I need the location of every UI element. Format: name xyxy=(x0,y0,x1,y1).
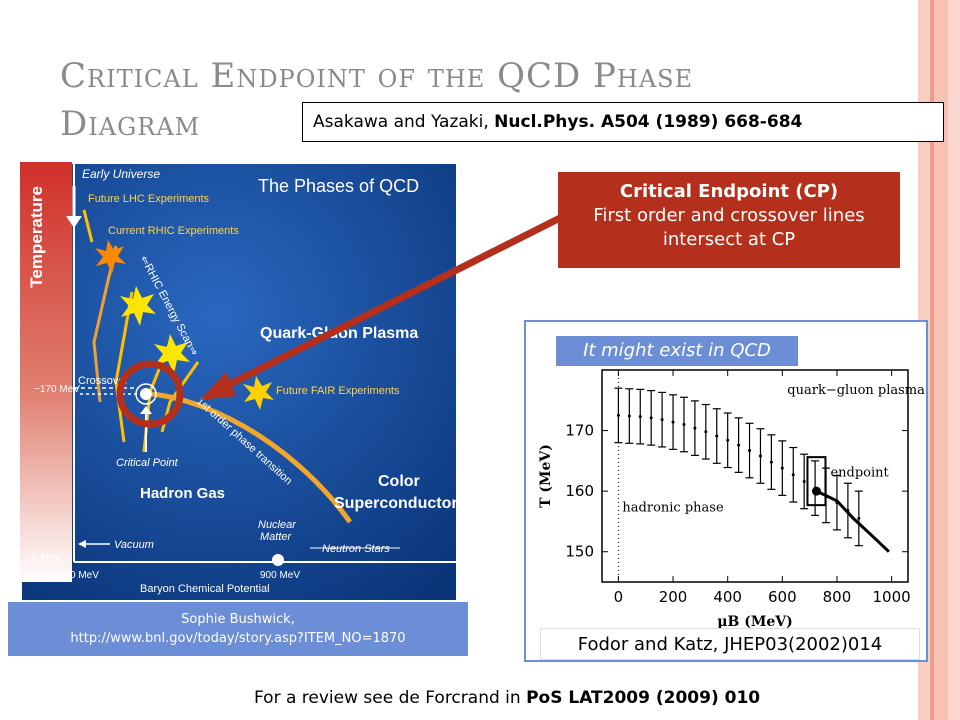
data-point xyxy=(693,426,697,430)
fair-label: Future FAIR Experiments xyxy=(276,385,400,397)
slide-title-line2: Diagram xyxy=(60,104,201,144)
rhic-starburst xyxy=(95,240,126,274)
review-prefix: For a review see de Forcrand in xyxy=(254,688,527,708)
review-note: For a review see de Forcrand in PoS LAT2… xyxy=(254,686,934,710)
color-sc-label-1: Color xyxy=(378,473,420,490)
review-reference: PoS LAT2009 (2009) 010 xyxy=(526,688,761,708)
endpoint-label: endpoint xyxy=(830,466,889,481)
lhc-arrow xyxy=(82,209,94,243)
trajectory-line xyxy=(92,245,118,403)
x-tick-label: 200 xyxy=(659,588,688,606)
y-tick-label: 170 xyxy=(565,422,594,440)
data-point xyxy=(791,473,795,477)
critical-endpoint-callout: Critical Endpoint (CP) First order and c… xyxy=(558,172,900,268)
temperature-bar xyxy=(20,162,72,582)
data-point xyxy=(748,449,752,453)
decor-stripe xyxy=(934,0,948,720)
vacuum-arrowhead xyxy=(78,540,86,548)
lattice-chart-frame: 0 200 400 600 800 1000 150 160 170 μB (MeV) T (MeV… xyxy=(524,320,928,662)
x-tick-label: 600 xyxy=(768,588,797,606)
scan-starburst xyxy=(120,286,156,326)
scan-starburst xyxy=(154,334,190,374)
neutron-stars-label: Neutron Stars xyxy=(322,543,390,555)
data-point xyxy=(649,416,653,420)
critical-point-label: Critical Point xyxy=(116,457,179,469)
data-point xyxy=(715,434,719,438)
qcd-phase-diagram: Temperature ~170 MeV 0 MeV 0 MeV 900 MeV… xyxy=(20,162,458,602)
color-sc-label-2: Superconductor xyxy=(334,495,458,512)
crossover-label: Crossover xyxy=(78,375,128,387)
endpoint-marker xyxy=(811,486,821,496)
data-point xyxy=(671,420,675,424)
data-point xyxy=(769,460,773,464)
slide-title-line1: Critical Endpoint of the QCD Phase xyxy=(60,56,694,96)
tick-170-mev: ~170 MeV xyxy=(34,384,80,395)
hadron-gas-label: Hadron Gas xyxy=(140,485,225,502)
nuclear-label-2: Matter xyxy=(260,531,293,543)
data-point xyxy=(660,418,664,422)
early-universe-arrowhead xyxy=(66,216,82,228)
qgp-label: Quark-Gluon Plasma xyxy=(260,325,418,342)
x-tick-label: 400 xyxy=(713,588,742,606)
nuclear-matter-marker xyxy=(272,554,284,566)
data-point xyxy=(737,443,741,447)
data-point xyxy=(758,454,762,458)
data-point xyxy=(682,423,686,427)
current-rhic-label: Current RHIC Experiments xyxy=(108,225,239,237)
tick-0-mev-y: 0 MeV xyxy=(32,552,61,563)
qcd-diagram-title: The Phases of QCD xyxy=(258,176,419,196)
decor-stripe xyxy=(948,0,960,720)
cp-line1: First order and crossover lines xyxy=(593,205,865,226)
credit-url: http://www.bnl.gov/today/story.asp?ITEM_… xyxy=(70,631,406,646)
data-point xyxy=(627,414,631,418)
qgp-region-label: quark−gluon plasma xyxy=(787,383,925,398)
y-tick-label: 160 xyxy=(565,482,594,500)
slide-title: Critical Endpoint of the QCD Phase Diagr… xyxy=(60,52,820,148)
data-point xyxy=(780,466,784,470)
endpoint-box xyxy=(806,456,827,507)
future-lhc-label: Future LHC Experiments xyxy=(88,193,210,205)
reference-box: Asakawa and Yazaki, Nucl.Phys. A504 (198… xyxy=(302,102,944,142)
critical-point-marker xyxy=(140,388,152,400)
data-point xyxy=(857,516,861,520)
early-universe-label: Early Universe xyxy=(82,167,160,181)
y-axis-label: T (MeV) xyxy=(538,444,554,508)
ref-journal: Nucl.Phys. A504 (1989) 668-684 xyxy=(494,112,803,132)
data-point xyxy=(616,413,620,417)
x-axis-label: μB (MeV) xyxy=(717,614,792,630)
exist-label: It might exist in QCD xyxy=(556,336,798,366)
data-point xyxy=(638,415,642,419)
data-point xyxy=(726,438,730,442)
temperature-axis-label: Temperature xyxy=(27,186,46,288)
fodor-reference: Fodor and Katz, JHEP03(2002)014 xyxy=(540,628,920,660)
credit-author: Sophie Bushwick, xyxy=(181,612,295,627)
hadronic-region-label: hadronic phase xyxy=(622,501,724,516)
vacuum-label: Vacuum xyxy=(114,539,154,551)
x-tick-label: 800 xyxy=(823,588,852,606)
nuclear-label-1: Nuclear xyxy=(258,519,297,531)
tick-0-mev-x: 0 MeV xyxy=(70,570,99,581)
x-axis-label: Baryon Chemical Potential xyxy=(140,583,270,595)
x-tick-label: 1000 xyxy=(873,588,911,606)
y-tick-label: 150 xyxy=(565,543,594,561)
image-credit: Sophie Bushwick, http://www.bnl.gov/toda… xyxy=(8,602,468,656)
tick-900-mev: 900 MeV xyxy=(260,570,300,581)
data-point xyxy=(802,479,806,483)
plot-frame xyxy=(601,369,909,583)
first-order-curve xyxy=(815,489,890,553)
cp-line2: intersect at CP xyxy=(662,229,796,250)
cp-heading: Critical Endpoint (CP) xyxy=(619,181,839,202)
x-tick-label: 0 xyxy=(614,588,624,606)
data-point xyxy=(704,430,708,434)
lattice-chart: 0 200 400 600 800 1000 150 160 170 μB (MeV) T (MeV… xyxy=(538,369,925,630)
ref-authors: Asakawa and Yazaki, xyxy=(313,112,495,132)
decor-stripe xyxy=(930,0,934,720)
